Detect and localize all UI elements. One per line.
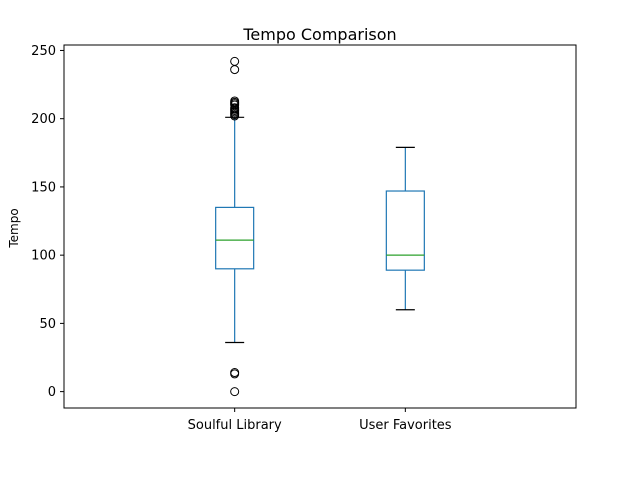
box-group — [215, 56, 255, 397]
y-tick-label: 250 — [31, 44, 56, 59]
iqr-box — [385, 190, 425, 271]
axis-layer: Soulful Library User Favorites 0 50 100 150 20… — [31, 44, 452, 433]
chart-title: Tempo Comparison — [242, 25, 396, 44]
y-tick-label: 100 — [31, 249, 56, 264]
y-tick-label: 0 — [48, 385, 56, 400]
axes-frame — [63, 44, 577, 409]
outlier-point — [230, 103, 240, 113]
y-tick-label: 200 — [31, 112, 56, 127]
outlier-point — [230, 368, 240, 378]
outlier-point — [230, 96, 240, 106]
y-tick-label: 150 — [31, 180, 56, 195]
y-tick-label: 50 — [39, 317, 56, 332]
x-tick-label: Soulful Library — [188, 418, 282, 433]
iqr-box — [215, 206, 255, 270]
x-tick-label: User Favorites — [359, 418, 452, 433]
plot-layer — [215, 56, 425, 397]
outlier-point — [230, 56, 240, 66]
outlier-point — [230, 387, 240, 397]
y-axis-label: Tempo — [7, 208, 21, 248]
box-group — [385, 146, 425, 311]
